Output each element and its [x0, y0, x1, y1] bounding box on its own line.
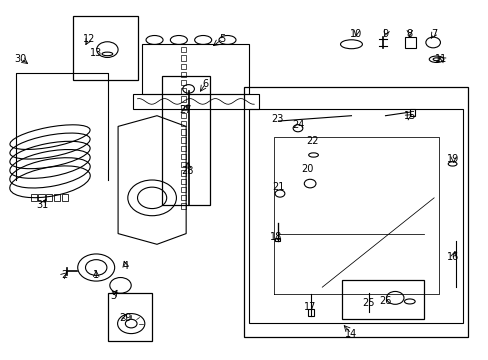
- Bar: [307, 309, 313, 316]
- Bar: [181, 55, 186, 61]
- Bar: [181, 64, 186, 69]
- Bar: [181, 138, 186, 143]
- Text: 20: 20: [301, 164, 313, 174]
- Text: 11: 11: [434, 54, 447, 64]
- Text: 27: 27: [179, 105, 191, 115]
- Bar: [181, 96, 186, 102]
- Text: 4: 4: [122, 261, 128, 271]
- Bar: [181, 88, 186, 94]
- Text: 3: 3: [110, 291, 116, 301]
- Bar: [73, 16, 137, 80]
- Text: 10: 10: [349, 28, 362, 39]
- Text: 24: 24: [291, 120, 304, 130]
- Text: 5: 5: [219, 34, 225, 44]
- Bar: [181, 170, 186, 176]
- Bar: [181, 203, 186, 208]
- Text: 16: 16: [447, 252, 459, 262]
- Bar: [54, 194, 60, 202]
- Text: 30: 30: [15, 54, 27, 64]
- Bar: [181, 162, 186, 167]
- Bar: [181, 105, 186, 110]
- Bar: [181, 47, 186, 53]
- Bar: [162, 76, 210, 205]
- Bar: [181, 187, 186, 192]
- Text: 22: 22: [305, 136, 318, 146]
- Text: 2: 2: [61, 270, 67, 280]
- Text: 9: 9: [382, 28, 388, 39]
- Bar: [181, 121, 186, 126]
- Text: 18: 18: [269, 232, 282, 242]
- Text: 21: 21: [272, 182, 284, 192]
- Text: 25: 25: [362, 298, 374, 308]
- Bar: [181, 195, 186, 201]
- Text: 13: 13: [90, 48, 102, 58]
- Text: 14: 14: [345, 329, 357, 339]
- Text: 1: 1: [93, 270, 99, 280]
- Bar: [244, 87, 467, 337]
- Bar: [404, 37, 415, 48]
- Bar: [61, 194, 68, 202]
- Text: 12: 12: [82, 34, 95, 44]
- Bar: [181, 113, 186, 118]
- Text: 26: 26: [379, 296, 391, 306]
- Text: 6: 6: [202, 78, 208, 89]
- Text: 29: 29: [119, 312, 131, 323]
- Bar: [181, 80, 186, 85]
- Bar: [249, 109, 462, 323]
- Bar: [181, 146, 186, 151]
- Bar: [38, 194, 44, 202]
- Text: 15: 15: [403, 111, 415, 121]
- Text: 7: 7: [430, 28, 436, 39]
- Text: 23: 23: [271, 114, 283, 124]
- Text: 28: 28: [181, 166, 193, 176]
- Text: 17: 17: [304, 302, 316, 312]
- Bar: [181, 154, 186, 159]
- Bar: [181, 72, 186, 77]
- Text: 19: 19: [447, 154, 459, 163]
- Text: 8: 8: [406, 28, 412, 39]
- Bar: [409, 109, 414, 116]
- Bar: [108, 293, 152, 341]
- Bar: [181, 129, 186, 135]
- Bar: [30, 194, 37, 202]
- Text: 31: 31: [37, 200, 49, 210]
- Bar: [274, 238, 280, 241]
- Bar: [181, 179, 186, 184]
- Bar: [341, 280, 424, 319]
- Bar: [46, 194, 52, 202]
